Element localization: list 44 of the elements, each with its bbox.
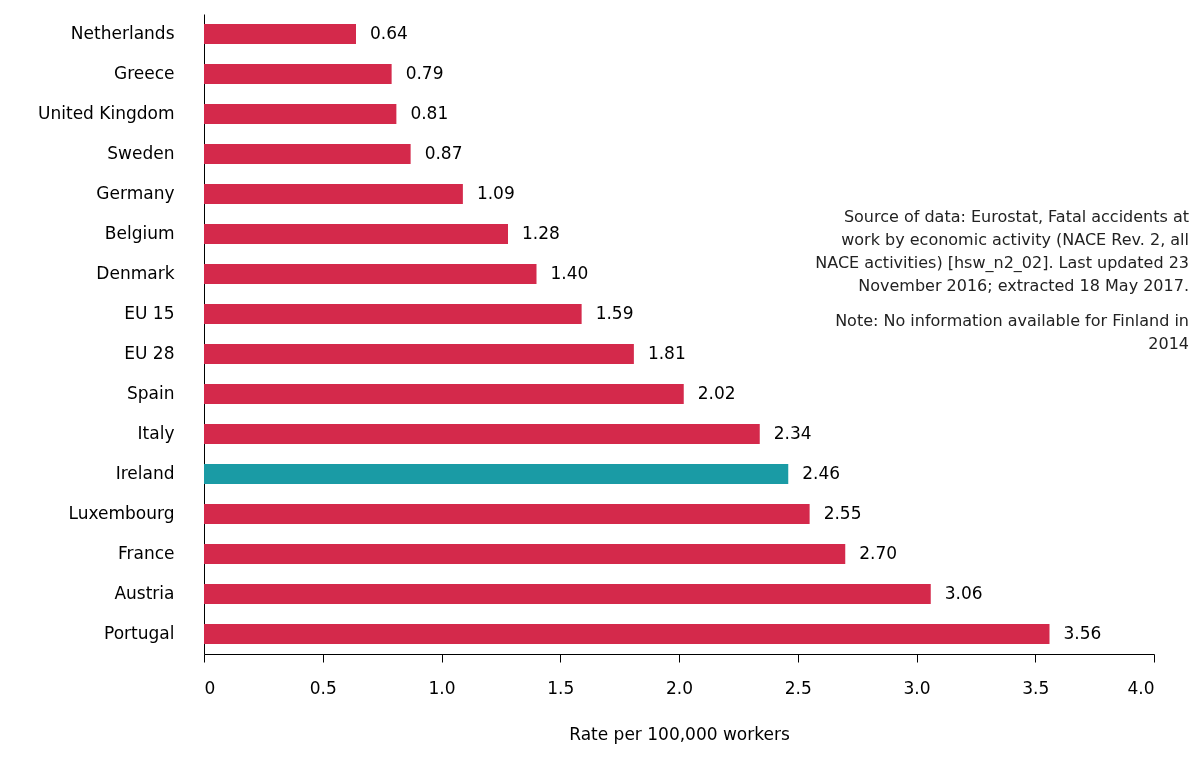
x-tick-label: 2.5 xyxy=(784,677,812,698)
y-tick-label: Belgium xyxy=(104,223,175,243)
y-tick-label: Italy xyxy=(137,423,175,443)
data-label: 2.02 xyxy=(697,383,736,403)
y-tick-label: Portugal xyxy=(104,623,175,643)
y-tick-label: France xyxy=(117,543,175,563)
data-label: 3.56 xyxy=(1063,623,1102,643)
data-label: 0.64 xyxy=(370,23,408,43)
y-tick-label: Spain xyxy=(127,383,175,403)
y-tick-label: Luxembourg xyxy=(68,503,175,523)
y-tick-label: Ireland xyxy=(115,463,175,483)
x-tick-label: 1.0 xyxy=(428,677,456,698)
x-tick-label: 1.5 xyxy=(547,677,575,698)
annotation: Note: No information available for Finland in 2014 xyxy=(835,311,1189,353)
data-label: 3.06 xyxy=(944,583,983,603)
y-tick-label: Netherlands xyxy=(70,23,175,43)
y-tick-label: Sweden xyxy=(107,143,175,163)
data-label: 0.87 xyxy=(424,143,463,163)
y-tick-label: Greece xyxy=(113,63,175,83)
data-label: 0.79 xyxy=(405,63,444,83)
data-label: 1.81 xyxy=(647,343,686,363)
data-label: 0.81 xyxy=(410,103,449,123)
y-tick-label: United Kingdom xyxy=(38,103,175,123)
x-axis-title: Rate per 100,000 workers xyxy=(569,723,790,744)
data-label: 1.59 xyxy=(595,303,634,323)
x-tick-label: 2.0 xyxy=(665,677,694,698)
x-tick-label: 0.5 xyxy=(309,677,337,698)
x-tick-label: 3.0 xyxy=(903,677,931,698)
y-tick-label: Denmark xyxy=(96,263,175,283)
data-label: 2.46 xyxy=(802,463,841,483)
y-tick-label: Germany xyxy=(96,183,175,203)
y-tick-label: EU 28 xyxy=(124,343,175,363)
x-tick-label: 0 xyxy=(204,677,216,698)
y-tick-label: EU 15 xyxy=(124,303,175,323)
annotation: Source of data: Eurostat, Fatal accidents at work by economic activity (NACE Rev. 2, all NACE activities) [hsw_n2_02]. Last updated 23 November 2016; extracted 18 May 2017. xyxy=(815,207,1189,295)
data-label: 1.40 xyxy=(550,263,589,283)
y-tick-label: Austria xyxy=(114,583,175,603)
data-label: 1.09 xyxy=(476,183,515,203)
data-label: 2.34 xyxy=(773,423,812,443)
data-label: 1.28 xyxy=(522,223,560,243)
x-tick-label: 3.5 xyxy=(1022,677,1050,698)
data-label: 2.70 xyxy=(859,543,898,563)
x-tick-label: 4.0 xyxy=(1127,677,1155,698)
data-label: 2.55 xyxy=(823,503,862,523)
